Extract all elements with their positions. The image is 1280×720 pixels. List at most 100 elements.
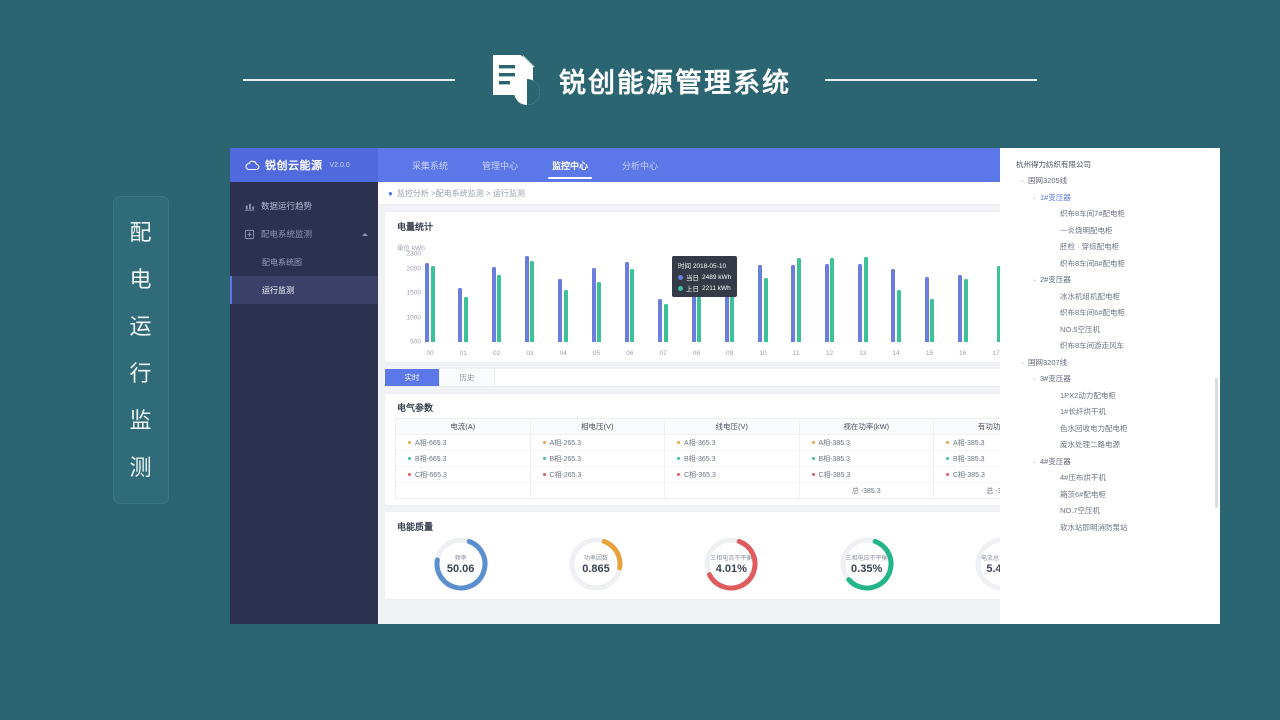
chart-bar-group[interactable] <box>558 254 568 342</box>
chart-bar-group[interactable] <box>824 254 835 342</box>
tree-scrollbar[interactable] <box>1215 378 1218 508</box>
tree-node[interactable]: 织布8车间6#配电柜 <box>1008 305 1214 322</box>
chart-bar-group[interactable] <box>624 254 635 342</box>
tree-node[interactable]: 废水处理二路电源 <box>1008 437 1214 454</box>
tab-history[interactable]: 历史 <box>440 369 495 386</box>
tree-node[interactable]: 织布8车间7#配电柜 <box>1008 206 1214 223</box>
chart-bar-group[interactable] <box>924 254 935 342</box>
tree-node[interactable]: 一炎烧明配电柜 <box>1008 222 1214 239</box>
sidebar-item-data-trend[interactable]: 数据运行趋势 <box>230 192 378 220</box>
chart-bar-group[interactable] <box>724 254 735 342</box>
chart-x-tick: 01 <box>459 350 467 357</box>
breadcrumb-text: 监控分析 >配电系统监测 > 运行监测 <box>396 188 525 198</box>
tree-node[interactable]: ⌄ 4#变压器 <box>1008 453 1214 470</box>
chart-bar-group[interactable] <box>524 254 535 342</box>
brand-logo[interactable]: 锐创云能源 V2.0.0 <box>230 148 378 182</box>
location-pin-icon: ● <box>388 188 393 198</box>
topnav-item-management[interactable]: 管理中心 <box>482 160 519 171</box>
tree-node[interactable]: 1#长纤烘干机 <box>1008 404 1214 421</box>
chevron-down-icon[interactable]: ⌄ <box>1032 458 1038 465</box>
parameter-value: B相-665.3 <box>415 455 447 463</box>
bar-current-day <box>924 277 929 342</box>
chart-bar-group[interactable] <box>458 254 468 342</box>
topnav-item-monitoring[interactable]: 监控中心 <box>548 148 593 182</box>
chevron-down-icon[interactable]: ⌄ <box>1032 277 1038 284</box>
chevron-up-icon[interactable] <box>362 232 368 236</box>
tree-node-label: 1#长纤烘干机 <box>1060 407 1106 417</box>
tree-node[interactable]: 色水回收电力配电柜 <box>1008 420 1214 437</box>
tree-node[interactable]: 软水站即明消防泵站 <box>1008 519 1214 536</box>
topnav-item-collection[interactable]: 采集系统 <box>412 160 449 171</box>
sidebar-item-label: 配电系统监测 <box>261 229 313 239</box>
phase-dot <box>542 441 546 444</box>
tree-node[interactable]: 冰水机组机配电柜 <box>1008 288 1214 305</box>
bar-current-day <box>791 264 796 342</box>
brand-version: V2.0.0 <box>329 161 350 169</box>
parameter-value: A相-385.3 <box>818 439 851 447</box>
bar-previous-day <box>697 290 701 342</box>
chart-x-tick: 15 <box>925 350 934 357</box>
bar-current-day <box>624 262 629 342</box>
bar-previous-day <box>863 257 868 342</box>
chevron-down-icon[interactable]: ⌄ <box>1020 359 1026 366</box>
tree-node[interactable]: ⌄ 国网3207线 <box>1008 354 1214 371</box>
chart-x-tick: 12 <box>825 350 834 357</box>
chart-x-tick: 14 <box>892 350 900 357</box>
chevron-down-icon[interactable]: ⌄ <box>1032 194 1038 201</box>
parameter-value: A相-265.3 <box>549 439 582 447</box>
phase-dot <box>811 457 815 460</box>
chart-bar-group[interactable] <box>858 254 868 342</box>
tooltip-value: 2211 kWh <box>702 284 731 292</box>
tree-node[interactable]: 织布8车间8#配电柜 <box>1008 255 1214 272</box>
bar-previous-day <box>830 258 835 342</box>
parameter-value: B相-365.3 <box>684 455 716 463</box>
parameter-row: 总 -385.3 <box>800 483 934 498</box>
gauge-ring: 三相电压不平衡 0.35% <box>840 537 894 591</box>
tree-node[interactable]: 杭州得力纺织有限公司 <box>1008 156 1214 173</box>
chevron-down-icon[interactable]: ⌄ <box>1020 178 1026 185</box>
sidebar-item-label: 数据运行趋势 <box>261 201 313 211</box>
chart-bar-group[interactable] <box>758 254 768 342</box>
sidebar-item-power-monitoring[interactable]: 配电系统监测 <box>230 220 378 248</box>
quality-gauge: 频率 50.06 <box>430 537 492 591</box>
chart-bar-group[interactable] <box>491 254 502 342</box>
chart-bar-group[interactable] <box>658 254 668 342</box>
phase-dot <box>408 457 411 460</box>
topnav-item-analysis[interactable]: 分析中心 <box>622 160 659 171</box>
tab-realtime[interactable]: 实时 <box>385 369 440 386</box>
vtab-char: 监 <box>129 408 153 433</box>
tree-node[interactable]: 4#压布烘干机 <box>1008 470 1214 487</box>
parameters-title: 电气参数 <box>397 403 434 413</box>
tree-node[interactable]: ⌄ 国网3205线 <box>1008 173 1214 190</box>
chart-bar-group[interactable] <box>691 254 701 342</box>
sidebar-item-runtime-monitoring[interactable]: 运行监测 <box>230 276 378 304</box>
sidebar-item-power-diagram[interactable]: 配电系统图 <box>230 248 378 276</box>
bar-current-day <box>958 275 962 342</box>
sidebar-item-label: 配电系统图 <box>262 257 302 267</box>
chart-x-tick: 06 <box>626 350 634 357</box>
chart-bar-group[interactable] <box>791 254 801 342</box>
tree-node[interactable]: 箱茨6#配电柜 <box>1008 486 1214 503</box>
chevron-down-icon[interactable]: ⌄ <box>1032 376 1038 383</box>
tree-node[interactable]: 胚检 · 穿综配电柜 <box>1008 239 1214 256</box>
tree-node[interactable]: 织布8车间游走风车 <box>1008 338 1214 355</box>
tree-node[interactable]: 1PX2动力配电柜 <box>1008 387 1214 404</box>
vtab-char: 测 <box>129 455 153 480</box>
chart-bar-group[interactable] <box>591 254 602 342</box>
phase-dot <box>677 457 680 460</box>
chart-x-tick: 13 <box>859 350 867 357</box>
tree-node[interactable]: NO.7空压机 <box>1008 503 1214 520</box>
tooltip-swatch <box>678 274 683 280</box>
bar-previous-day <box>463 296 468 342</box>
chart-bar-group[interactable] <box>891 254 901 342</box>
bar-current-day <box>824 264 829 342</box>
brand-name: 锐创云能源 <box>265 160 323 172</box>
chart-bar-group[interactable] <box>425 254 435 342</box>
tree-node[interactable]: NO.5空压机 <box>1008 321 1214 338</box>
chart-bar-group[interactable] <box>958 254 968 342</box>
tree-node[interactable]: ⌄ 1#变压器 <box>1008 189 1214 206</box>
bar-current-day <box>858 264 863 342</box>
tree-node[interactable]: ⌄ 3#变压器 <box>1008 371 1214 388</box>
tree-node[interactable]: ⌄ 2#变压器 <box>1008 272 1214 289</box>
chart-bar-group[interactable] <box>991 254 1001 342</box>
